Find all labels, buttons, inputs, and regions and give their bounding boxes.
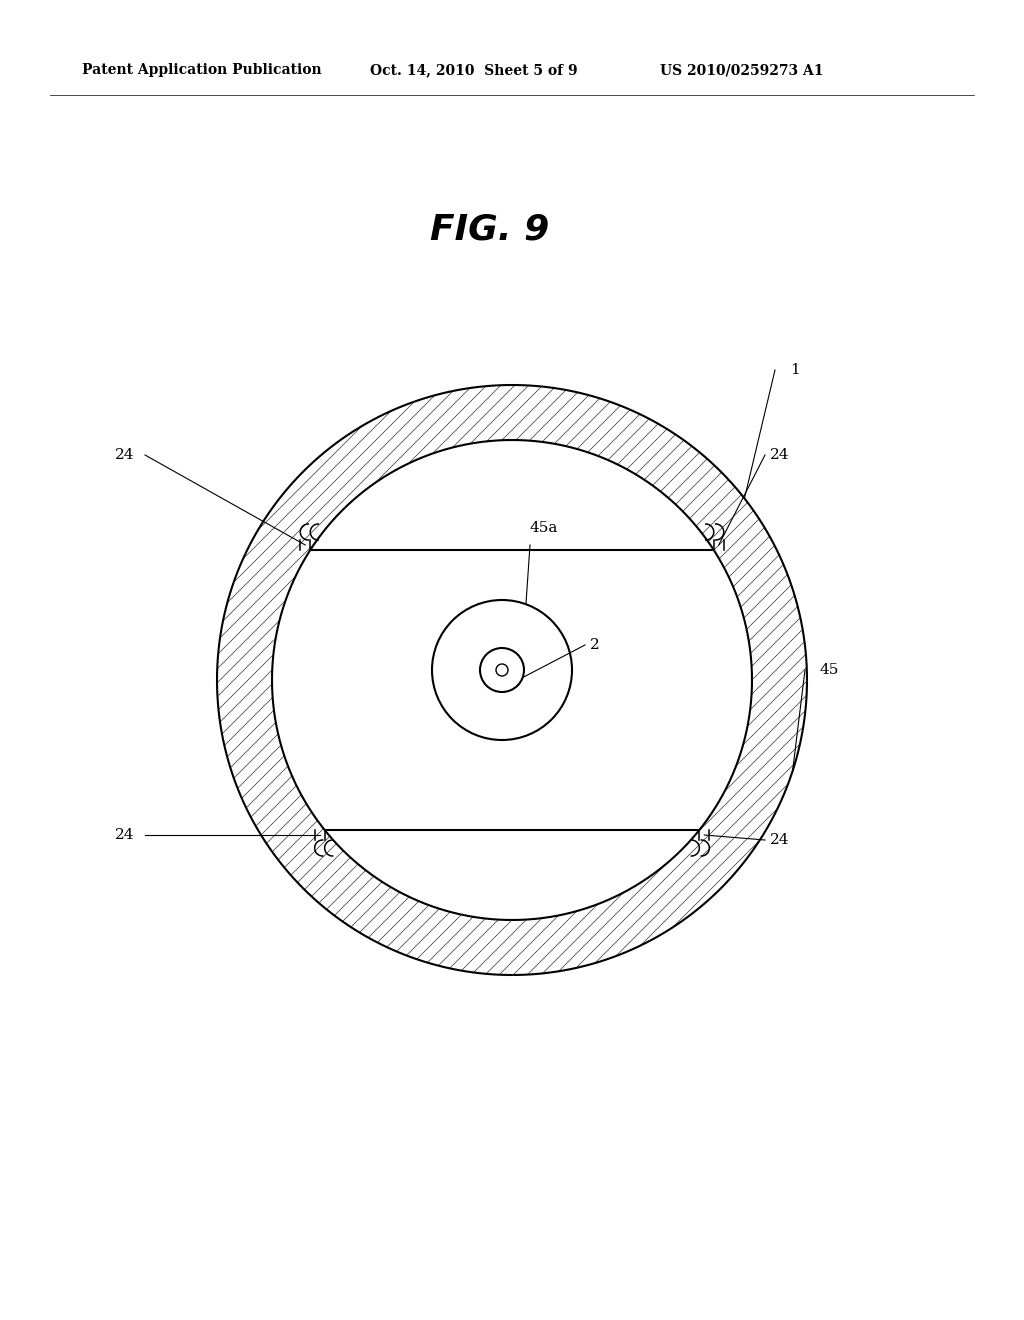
Text: 24: 24 [115, 447, 134, 462]
Text: 2: 2 [590, 638, 600, 652]
Text: 1: 1 [790, 363, 800, 378]
Text: 45: 45 [820, 663, 840, 677]
Text: 45a: 45a [530, 521, 558, 535]
Text: FIG. 9: FIG. 9 [430, 213, 549, 247]
Text: US 2010/0259273 A1: US 2010/0259273 A1 [660, 63, 823, 77]
Text: 24: 24 [115, 828, 134, 842]
Text: Patent Application Publication: Patent Application Publication [82, 63, 322, 77]
Text: Oct. 14, 2010  Sheet 5 of 9: Oct. 14, 2010 Sheet 5 of 9 [370, 63, 578, 77]
Text: 24: 24 [770, 447, 790, 462]
Text: 24: 24 [770, 833, 790, 847]
